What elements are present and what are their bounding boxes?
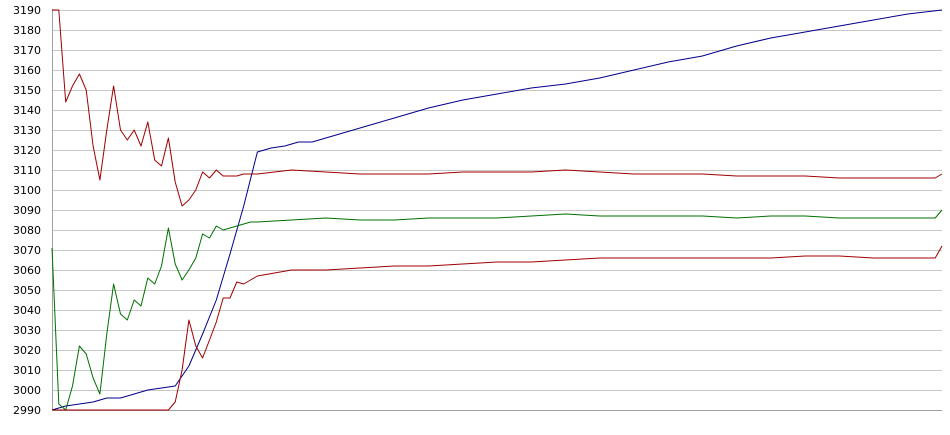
axes bbox=[52, 9, 942, 411]
y-tick-label: 3170 bbox=[13, 44, 41, 57]
y-tick-label: 3120 bbox=[13, 144, 41, 157]
y-tick-label: 3070 bbox=[13, 244, 41, 257]
y-tick-label: 2990 bbox=[13, 404, 41, 417]
y-tick-label: 3080 bbox=[13, 224, 41, 237]
series-line-4 bbox=[52, 245, 943, 411]
y-tick-label: 3130 bbox=[13, 124, 41, 137]
y-tick-labels: 2990 3000 3010 3020 3030 3040 3050 3060 3070 3080… bbox=[13, 4, 41, 417]
y-tick-label: 3110 bbox=[13, 164, 41, 177]
y-tick-label: 3180 bbox=[13, 24, 41, 37]
y-tick-label: 3000 bbox=[13, 384, 41, 397]
series-line-1 bbox=[51, 9, 943, 411]
y-tick-label: 3050 bbox=[13, 284, 41, 297]
y-tick-label: 3090 bbox=[13, 204, 41, 217]
y-tick-label: 3030 bbox=[13, 324, 41, 337]
y-tick-label: 3190 bbox=[13, 4, 41, 17]
y-tick-label: 3160 bbox=[13, 64, 41, 77]
y-tick-label: 3060 bbox=[13, 264, 41, 277]
y-tick-label: 3010 bbox=[13, 364, 41, 377]
y-tick-label: 3100 bbox=[13, 184, 41, 197]
y-tick-label: 3040 bbox=[13, 304, 41, 317]
series-lines bbox=[51, 9, 943, 411]
y-tick-label: 3020 bbox=[13, 344, 41, 357]
y-tick-label: 3140 bbox=[13, 104, 41, 117]
y-tick-label: 3150 bbox=[13, 84, 41, 97]
series-line-3 bbox=[51, 209, 943, 411]
series-line-2 bbox=[52, 9, 943, 207]
gridlines bbox=[52, 10, 942, 391]
